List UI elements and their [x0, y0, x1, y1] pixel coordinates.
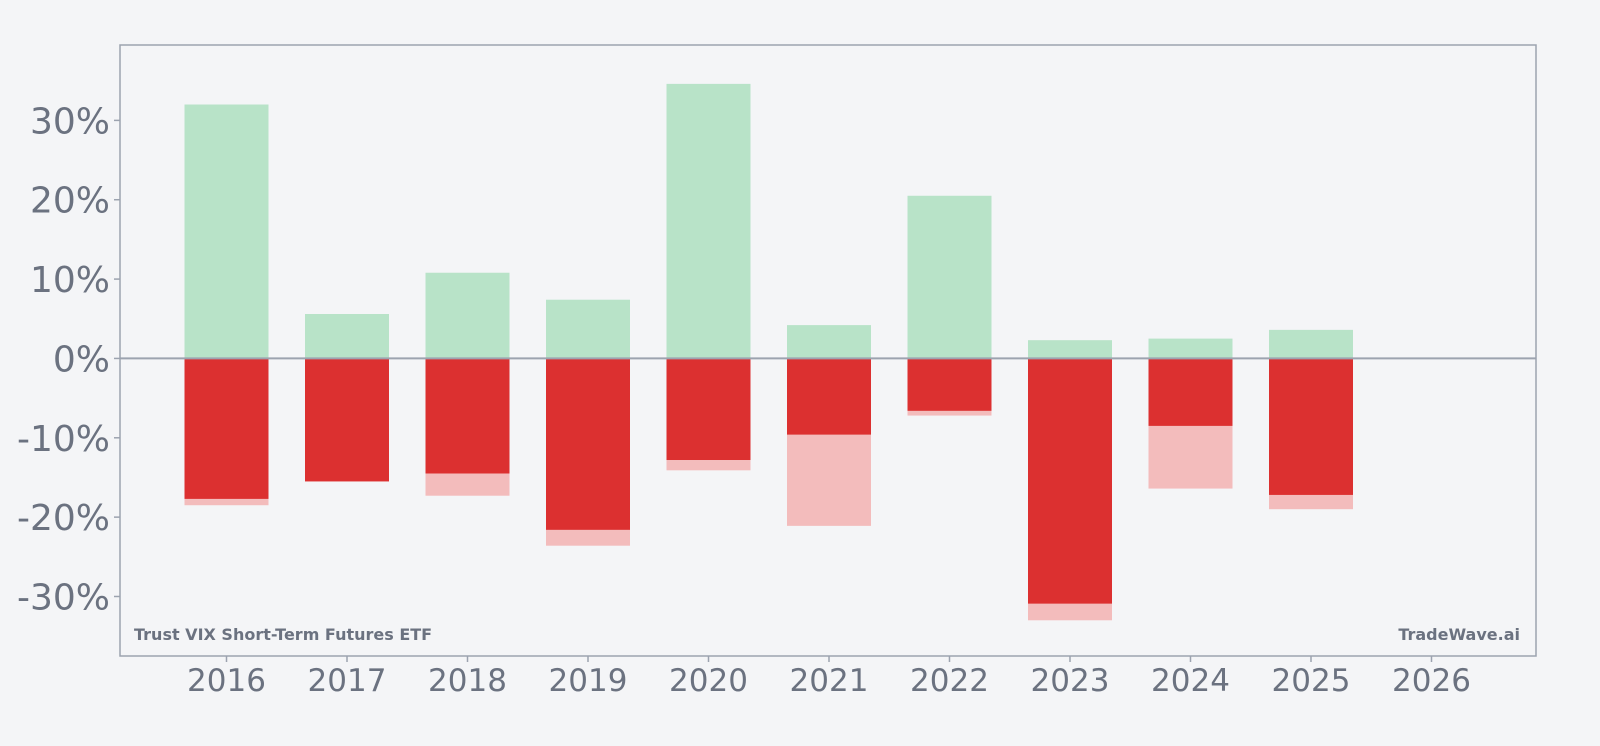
y-tick-label: -20%: [17, 498, 110, 539]
bar-max-gain-2019: [546, 299, 630, 359]
bars-layer: [184, 83, 1353, 621]
bar-max-gain-2017: [305, 313, 389, 359]
bar-year-return-2017: [305, 358, 389, 482]
bar-max-gain-2021: [787, 325, 871, 359]
bar-max-gain-2025: [1269, 329, 1353, 359]
x-tick-label: 2019: [549, 663, 628, 699]
bar-year-return-2023: [1028, 358, 1112, 604]
bar-max-gain-2022: [907, 195, 992, 359]
bar-max-gain-2016: [184, 104, 269, 359]
y-tick-label: 20%: [30, 181, 110, 222]
y-tick-label: -30%: [17, 577, 110, 618]
x-tick-label: 2018: [428, 663, 507, 699]
bar-year-return-2021: [787, 358, 871, 435]
x-tick-label: 2026: [1392, 663, 1471, 699]
bar-year-return-2019: [546, 358, 630, 530]
x-tick-label: 2016: [187, 663, 266, 699]
y-tick-label: -10%: [17, 419, 110, 460]
bar-max-gain-2018: [425, 272, 510, 359]
bar-max-gain-2020: [666, 83, 751, 359]
axes-layer: 30% 20% 10% 0% -10% -20% -30% 2016 2017 2018 2019 2…: [17, 44, 1537, 699]
y-tick-label: 10%: [30, 260, 110, 301]
x-tick-label: 2021: [790, 663, 869, 699]
brand-label: TradeWave.ai: [1398, 625, 1520, 644]
plot-frame: [119, 44, 1537, 657]
bar-year-return-2020: [666, 358, 751, 461]
x-tick-label: 2020: [669, 663, 748, 699]
bar-year-return-2018: [425, 358, 510, 474]
x-tick-label: 2022: [910, 663, 989, 699]
x-tick-label: 2023: [1031, 663, 1110, 699]
bar-year-return-2024: [1148, 358, 1233, 426]
x-tick-label: 2017: [308, 663, 387, 699]
bar-year-return-2025: [1269, 358, 1353, 495]
x-tick-label: 2025: [1272, 663, 1351, 699]
bar-year-return-2022: [907, 358, 992, 411]
bar-year-return-2016: [184, 358, 269, 499]
x-tick-label: 2024: [1151, 663, 1230, 699]
y-tick-label: 0%: [53, 339, 110, 380]
fund-name-label: Trust VIX Short-Term Futures ETF: [134, 625, 432, 644]
bar-max-gain-2024: [1148, 338, 1233, 359]
y-tick-label: 30%: [30, 101, 110, 142]
bar-max-gain-2023: [1028, 340, 1112, 359]
